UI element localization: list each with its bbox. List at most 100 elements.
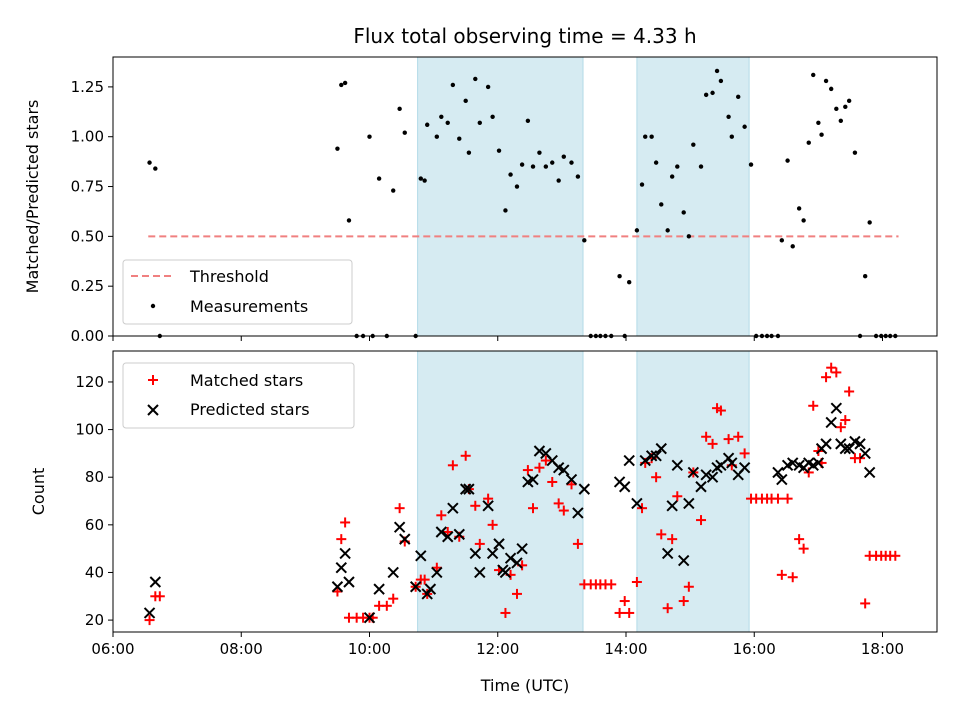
measurement-point (445, 120, 450, 125)
predicted-star-point (387, 566, 399, 579)
matched-star-point (447, 460, 458, 471)
measurement-point (556, 178, 561, 183)
measurement-point (561, 154, 566, 159)
predicted-star-point (463, 483, 475, 495)
legend-predicted-swatch (147, 404, 159, 416)
matched-star-point (787, 572, 798, 583)
matched-star-point (772, 493, 783, 504)
measurement-point (582, 238, 587, 243)
measurement-point (490, 114, 495, 119)
measurement-point (681, 210, 686, 215)
bottom-shaded-interval-0 (417, 350, 584, 633)
predicted-star-point (700, 469, 712, 481)
measurement-point (339, 82, 344, 88)
matched-star-point (522, 465, 533, 476)
matched-star-point (558, 505, 569, 516)
bottom-x-tick-label: 12:00 (476, 640, 519, 658)
legend-matched-label: Matched stars (190, 371, 303, 390)
bottom-axes-frame (112, 350, 938, 633)
matched-star-point (436, 510, 447, 521)
predicted-star-point (830, 402, 843, 414)
top-y-tick-label: 1.25 (71, 78, 104, 96)
matched-star-point (500, 607, 511, 618)
predicted-star-point (459, 483, 472, 495)
bottom-y-tick-label: 40 (85, 563, 104, 581)
measurement-point (402, 130, 407, 135)
measurement-point (391, 188, 396, 193)
measurement-point (806, 140, 811, 145)
matched-star-point (487, 519, 498, 530)
matched-star-point (723, 434, 734, 445)
bottom-x-tick-label: 10:00 (348, 640, 391, 658)
measurement-point (530, 164, 536, 169)
measurement-point (691, 142, 696, 147)
measurement-point (463, 98, 468, 104)
measurement-point (514, 184, 520, 189)
measurement-point (710, 90, 715, 96)
predicted-star-point (527, 473, 539, 486)
measurement-point (439, 114, 444, 119)
predicted-star-point (678, 554, 690, 567)
measurement-point (779, 238, 785, 243)
matched-star-point (606, 579, 617, 590)
bottom-y-ticks: 20 40 60 80 100 120 (75, 373, 113, 629)
measurement-point (519, 162, 525, 167)
matched-star-point (715, 405, 726, 416)
matched-star-point (707, 438, 718, 449)
matched-star-point (794, 534, 805, 545)
measurement-point (397, 106, 402, 112)
legend-measurements-label: Measurements (190, 297, 308, 316)
legend-measurements-swatch (150, 303, 156, 309)
measurement-point (346, 218, 352, 223)
matched-star-point (534, 462, 545, 473)
measurement-point (376, 176, 382, 181)
predicted-star-point (331, 581, 344, 593)
matched-star-point (332, 586, 343, 597)
bottom-y-tick-label: 80 (85, 468, 104, 486)
measurement-point (867, 220, 872, 225)
measurement-point (796, 206, 802, 211)
matched-star-point (619, 596, 630, 607)
matched-star-point (483, 493, 494, 504)
predicted-star-point (839, 442, 852, 455)
measurement-point (838, 118, 844, 123)
predicted-star-point (499, 566, 512, 579)
bottom-shaded-intervals (417, 350, 750, 633)
measurement-point (147, 160, 152, 165)
matched-star-point (470, 500, 481, 511)
matched-star-point (144, 615, 155, 626)
matched-star-point (388, 593, 399, 604)
predicted-star-point (695, 481, 707, 493)
bottom-panel: 20 40 60 80 100 120 06:00 08:00 10:00 12:00 14:00… (29, 350, 938, 695)
predicted-star-point (486, 547, 499, 560)
legend-predicted-label: Predicted stars (190, 400, 310, 419)
measurement-point (852, 150, 858, 155)
measurement-point (496, 148, 502, 153)
matched-star-point (831, 367, 842, 378)
matched-star-point (431, 562, 442, 573)
measurement-point (862, 274, 868, 279)
predicted-star-point (482, 500, 494, 512)
predicted-star-point (671, 459, 684, 472)
matched-star-point (701, 431, 712, 442)
predicted-star-point (661, 547, 674, 560)
measurement-point (525, 118, 531, 123)
matched-star-point (662, 603, 673, 614)
predicted-star-point (393, 521, 406, 533)
measurement-point (634, 228, 640, 233)
predicted-star-point (578, 483, 591, 495)
measurement-point (811, 72, 816, 78)
matched-star-point (821, 372, 832, 383)
measurement-point (801, 218, 806, 223)
bottom-y-axis-label: Count (29, 468, 48, 516)
matched-star-point (844, 386, 855, 397)
bottom-x-axis-label: Time (UTC) (480, 676, 569, 695)
measurement-point (485, 84, 491, 90)
predicted-star-point (343, 576, 355, 588)
matched-star-point (336, 534, 347, 545)
legend-x-marker (147, 404, 159, 416)
measurement-point (665, 228, 670, 233)
predicted-star-point (335, 561, 347, 574)
matched-star-point (798, 543, 809, 554)
measurement-point (653, 160, 659, 165)
